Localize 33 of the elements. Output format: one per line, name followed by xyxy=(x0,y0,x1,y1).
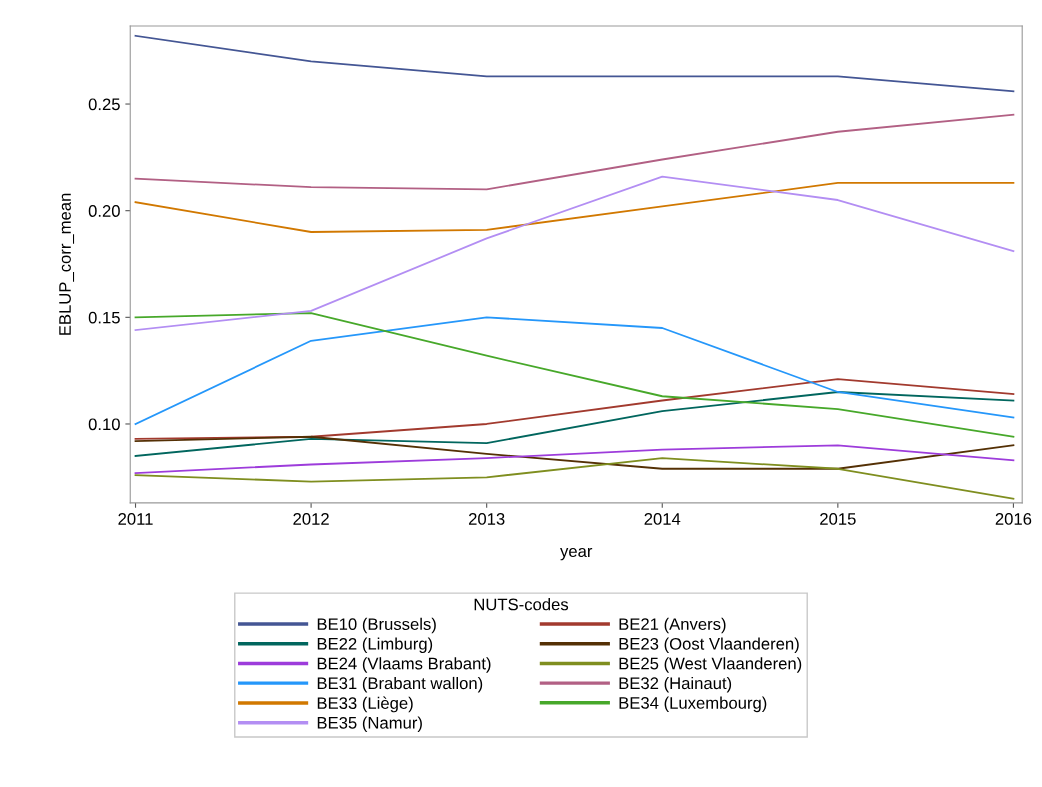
legend-label: BE22 (Limburg) xyxy=(317,637,433,654)
line-series xyxy=(134,175,1015,332)
x-tick-label: 2011 xyxy=(118,513,153,525)
legend-label: BE35 (Namur) xyxy=(317,716,422,733)
line-series xyxy=(134,182,1015,233)
y-tick-label: 0.10 xyxy=(88,418,120,431)
y-axis-title: EBLUP_corr_mean xyxy=(59,193,75,335)
line-series xyxy=(134,378,1015,440)
line-series xyxy=(134,34,1015,93)
legend-label: BE25 (West Vlaanderen) xyxy=(619,657,802,673)
legend-label: BE33 (Liège) xyxy=(317,696,413,713)
x-tick-label: 2012 xyxy=(293,513,329,525)
line-series xyxy=(134,391,1015,457)
legend-label: BE32 (Hainaut) xyxy=(619,676,732,693)
y-tick-label: 0.20 xyxy=(88,205,120,217)
y-tick-label: 0.25 xyxy=(88,98,120,111)
legend-label: BE31 (Brabant wallon) xyxy=(317,676,483,693)
x-tick-label: 2014 xyxy=(644,513,681,525)
legend-label: BE34 (Luxembourg) xyxy=(619,696,767,713)
line-series xyxy=(134,113,1015,191)
legend-label: BE23 (Oost Vlaanderen) xyxy=(619,637,799,654)
line-series xyxy=(134,435,1015,470)
legend-label: BE10 (Brussels) xyxy=(317,617,436,634)
legend-title: NUTS-codes xyxy=(474,598,569,611)
line-series xyxy=(134,457,1015,500)
line-series xyxy=(134,444,1015,474)
x-axis-title: year xyxy=(560,547,593,561)
x-tick-label: 2015 xyxy=(820,513,856,525)
legend-label: BE21 (Anvers) xyxy=(619,617,726,634)
x-tick-label: 2013 xyxy=(468,513,505,525)
y-tick-label: 0.15 xyxy=(88,311,120,324)
x-tick-label: 2016 xyxy=(995,513,1032,525)
legend-label: BE24 (Vlaams Brabant) xyxy=(317,657,491,673)
